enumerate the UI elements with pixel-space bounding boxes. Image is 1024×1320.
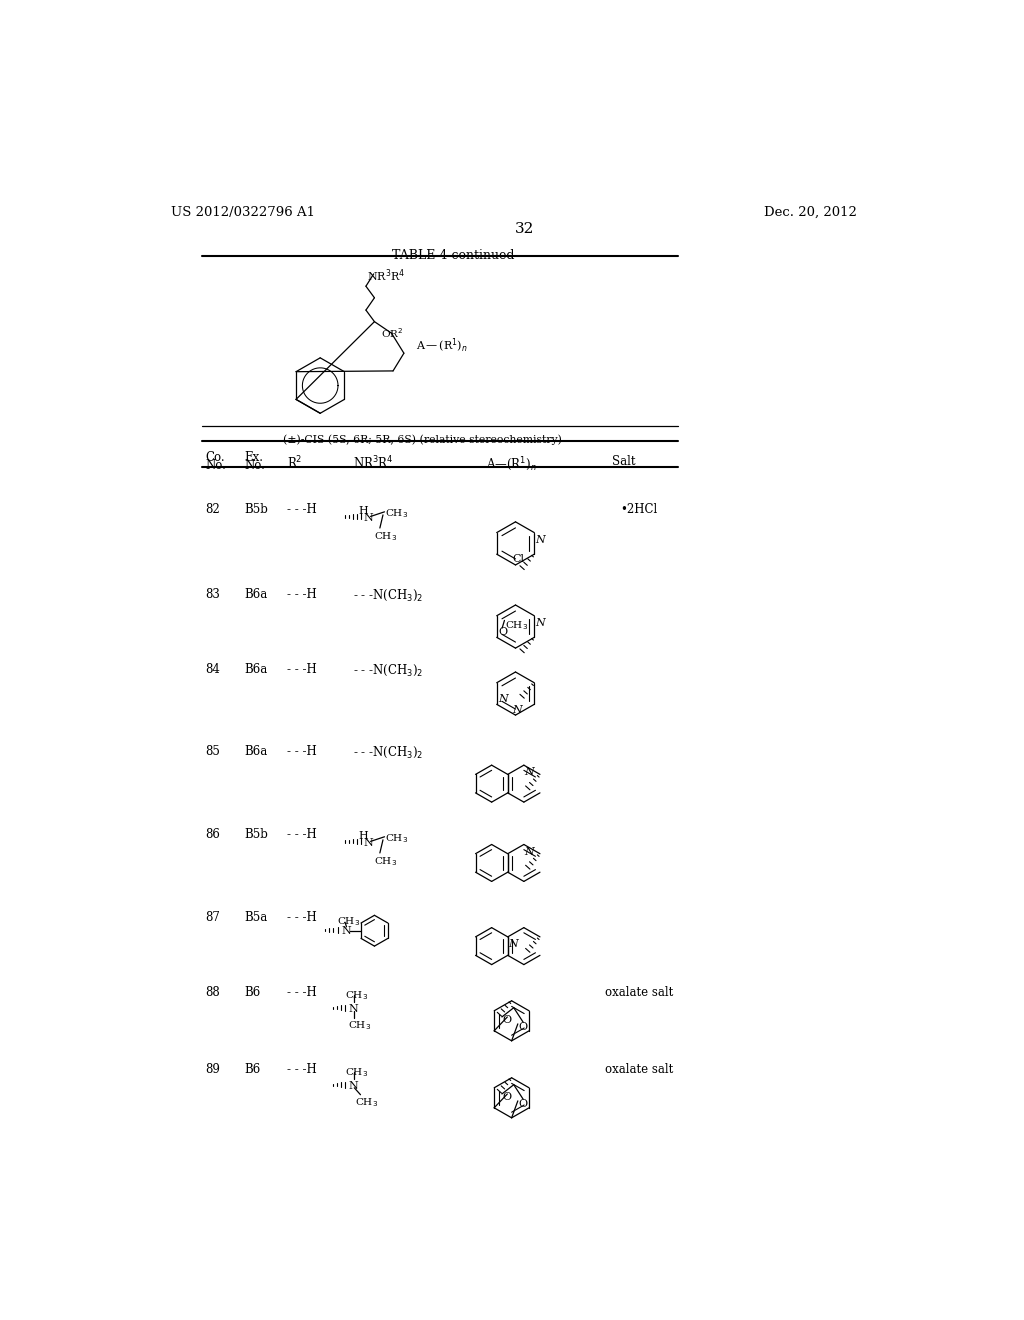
Text: H: H bbox=[358, 506, 368, 516]
Text: CH$_3$: CH$_3$ bbox=[337, 915, 360, 928]
Text: CH$_3$: CH$_3$ bbox=[505, 619, 528, 632]
Text: B6a: B6a bbox=[245, 663, 267, 676]
Text: CH$_3$: CH$_3$ bbox=[355, 1096, 378, 1109]
Text: - - -N(CH$_3$)$_2$: - - -N(CH$_3$)$_2$ bbox=[352, 589, 423, 603]
Text: - - -H: - - -H bbox=[287, 911, 316, 924]
Text: 84: 84 bbox=[206, 663, 220, 676]
Text: No.: No. bbox=[245, 459, 265, 473]
Text: No.: No. bbox=[206, 459, 226, 473]
Text: Co.: Co. bbox=[206, 451, 225, 465]
Text: Salt: Salt bbox=[612, 455, 636, 467]
Text: O: O bbox=[499, 627, 507, 636]
Text: O: O bbox=[503, 1015, 512, 1026]
Text: 32: 32 bbox=[515, 222, 535, 235]
Text: TABLE 4-continued: TABLE 4-continued bbox=[391, 249, 514, 263]
Text: CH$_3$: CH$_3$ bbox=[385, 507, 409, 520]
Text: O: O bbox=[518, 1022, 527, 1032]
Text: Ex.: Ex. bbox=[245, 451, 263, 465]
Text: 86: 86 bbox=[206, 829, 220, 841]
Text: CH$_3$: CH$_3$ bbox=[345, 989, 369, 1002]
Text: B5a: B5a bbox=[245, 911, 267, 924]
Text: B6a: B6a bbox=[245, 589, 267, 601]
Text: NR$^3$R$^4$: NR$^3$R$^4$ bbox=[352, 455, 393, 471]
Text: CH$_3$: CH$_3$ bbox=[348, 1019, 372, 1032]
Text: B5b: B5b bbox=[245, 503, 268, 516]
Text: oxalate salt: oxalate salt bbox=[604, 1063, 673, 1076]
Text: - - -H: - - -H bbox=[287, 986, 316, 999]
Text: - - -N(CH$_3$)$_2$: - - -N(CH$_3$)$_2$ bbox=[352, 663, 423, 678]
Text: N: N bbox=[364, 838, 374, 849]
Text: A—(R$^1$)$_n$: A—(R$^1$)$_n$ bbox=[486, 455, 537, 473]
Text: 85: 85 bbox=[206, 744, 220, 758]
Text: N: N bbox=[524, 767, 535, 777]
Text: 83: 83 bbox=[206, 589, 220, 601]
Text: B6: B6 bbox=[245, 1063, 260, 1076]
Text: N: N bbox=[499, 694, 508, 705]
Text: OR$^2$: OR$^2$ bbox=[381, 326, 402, 341]
Text: O: O bbox=[518, 1100, 527, 1109]
Text: CH$_3$: CH$_3$ bbox=[374, 531, 397, 543]
Text: - - -H: - - -H bbox=[287, 503, 316, 516]
Text: 89: 89 bbox=[206, 1063, 220, 1076]
Text: O: O bbox=[503, 1093, 512, 1102]
Text: •2HCl: •2HCl bbox=[621, 503, 657, 516]
Text: R$^2$: R$^2$ bbox=[287, 455, 302, 471]
Text: N: N bbox=[509, 940, 518, 949]
Text: CH$_3$: CH$_3$ bbox=[374, 855, 397, 869]
Text: B5b: B5b bbox=[245, 829, 268, 841]
Text: (±)-CIS (5S, 6R; 5R, 6S) (relative stereochemistry): (±)-CIS (5S, 6R; 5R, 6S) (relative stere… bbox=[283, 434, 562, 445]
Text: N: N bbox=[348, 1003, 357, 1014]
Text: N: N bbox=[512, 705, 522, 715]
Text: N: N bbox=[348, 1081, 357, 1090]
Text: N: N bbox=[524, 847, 535, 857]
Text: - - -N(CH$_3$)$_2$: - - -N(CH$_3$)$_2$ bbox=[352, 744, 423, 760]
Text: CH$_3$: CH$_3$ bbox=[345, 1067, 369, 1078]
Text: 82: 82 bbox=[206, 503, 220, 516]
Text: B6: B6 bbox=[245, 986, 260, 999]
Text: Dec. 20, 2012: Dec. 20, 2012 bbox=[764, 206, 856, 219]
Text: - - -H: - - -H bbox=[287, 663, 316, 676]
Text: - - -H: - - -H bbox=[287, 829, 316, 841]
Text: oxalate salt: oxalate salt bbox=[604, 986, 673, 999]
Text: - - -H: - - -H bbox=[287, 589, 316, 601]
Text: NR$^3$R$^4$: NR$^3$R$^4$ bbox=[367, 268, 406, 284]
Text: CH$_3$: CH$_3$ bbox=[385, 832, 409, 845]
Text: H: H bbox=[358, 830, 368, 841]
Text: Cl: Cl bbox=[512, 554, 524, 564]
Text: 88: 88 bbox=[206, 986, 220, 999]
Text: A$\,—\,$(R$^1$)$_n$: A$\,—\,$(R$^1$)$_n$ bbox=[417, 337, 468, 355]
Text: B6a: B6a bbox=[245, 744, 267, 758]
Text: 87: 87 bbox=[206, 911, 220, 924]
Text: US 2012/0322796 A1: US 2012/0322796 A1 bbox=[171, 206, 314, 219]
Text: - - -H: - - -H bbox=[287, 1063, 316, 1076]
Text: N: N bbox=[364, 513, 374, 523]
Text: - - -H: - - -H bbox=[287, 744, 316, 758]
Text: N: N bbox=[536, 618, 545, 628]
Text: N: N bbox=[536, 535, 545, 545]
Text: N: N bbox=[341, 927, 351, 936]
